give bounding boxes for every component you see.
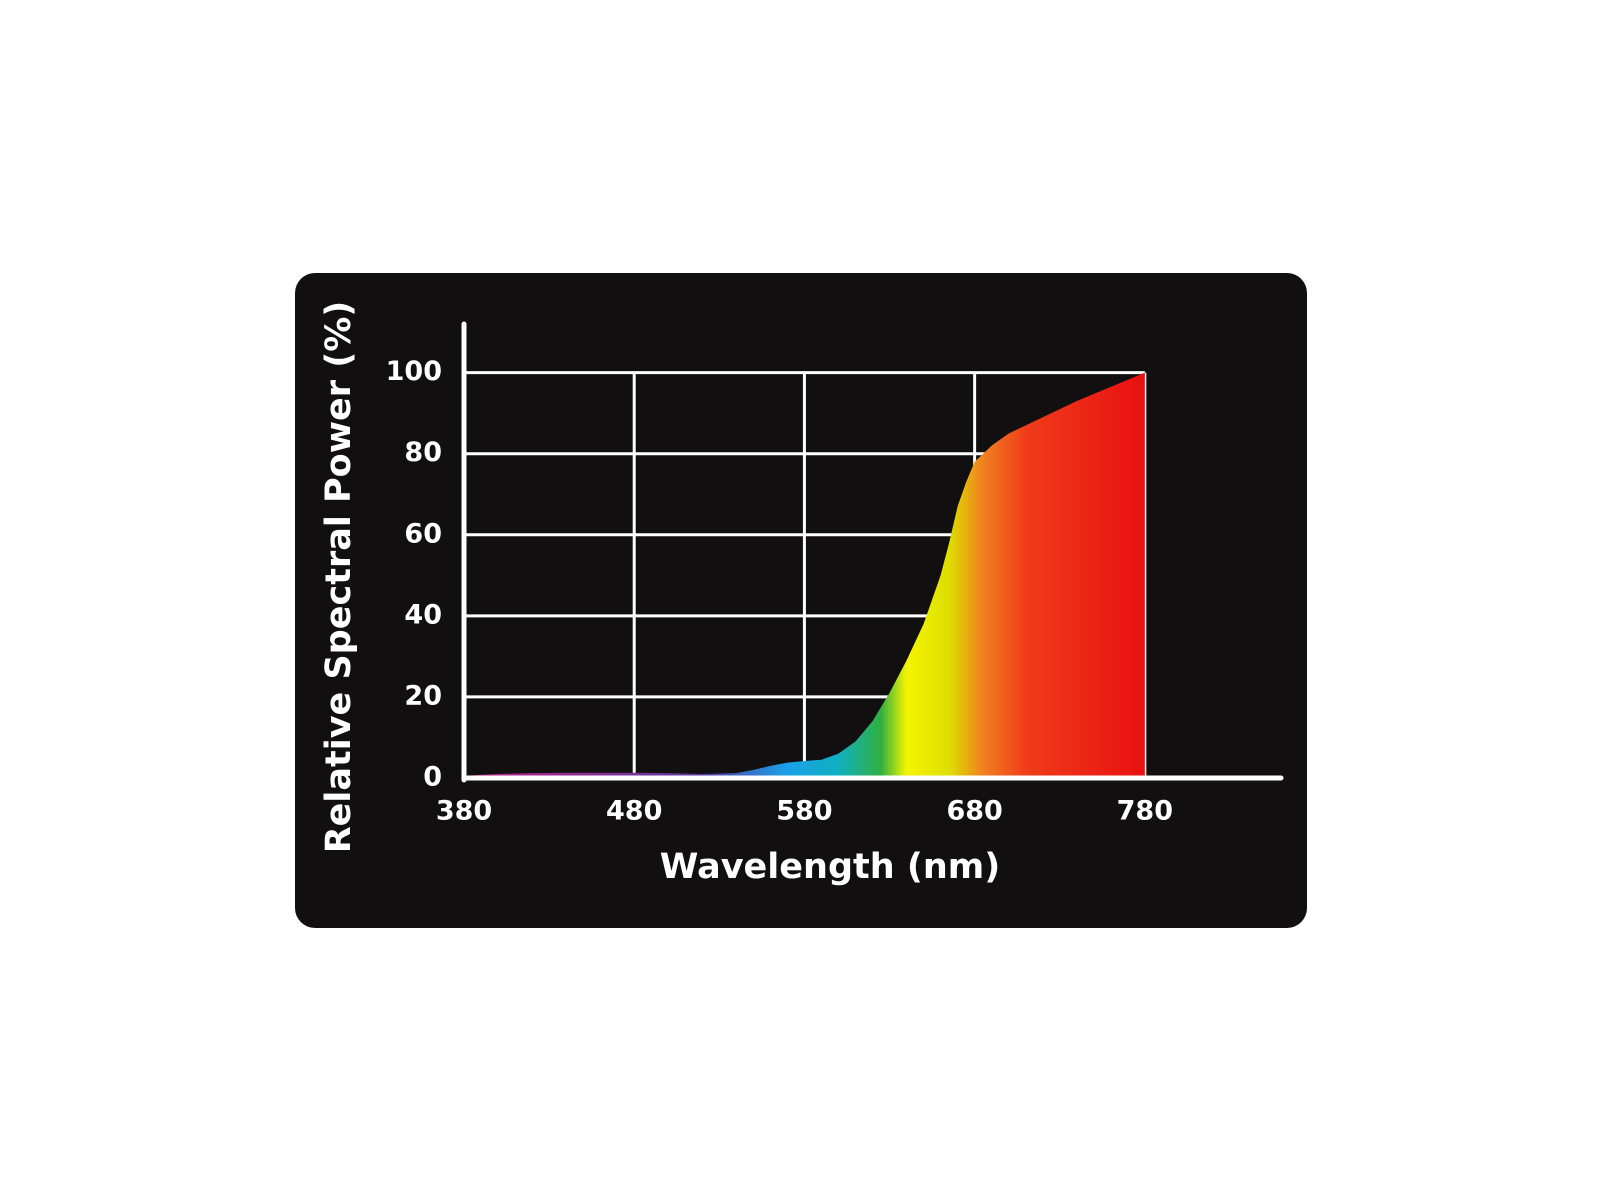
y-tick-label: 40 xyxy=(404,599,442,630)
y-tick-label: 20 xyxy=(404,680,442,711)
area-group xyxy=(464,372,1145,778)
y-tick-label: 100 xyxy=(386,356,442,387)
x-tick-label: 580 xyxy=(776,796,832,827)
axes: 0 20 40 60 80 100 380 480 580 680 780 xyxy=(386,321,1284,827)
x-tick-label: 480 xyxy=(606,796,662,827)
y-tick-label: 80 xyxy=(404,437,442,468)
x-tick-label: 780 xyxy=(1117,796,1173,827)
spectrum-area xyxy=(464,372,1145,778)
y-tick-label: 0 xyxy=(423,762,442,793)
x-tick-label: 380 xyxy=(436,796,492,827)
x-axis-title: Wavelength (nm) xyxy=(660,847,1000,887)
x-tick-label: 680 xyxy=(946,796,1002,827)
y-tick-label: 60 xyxy=(404,518,442,549)
y-axis-title: Relative Spectral Power (%) xyxy=(319,301,359,854)
